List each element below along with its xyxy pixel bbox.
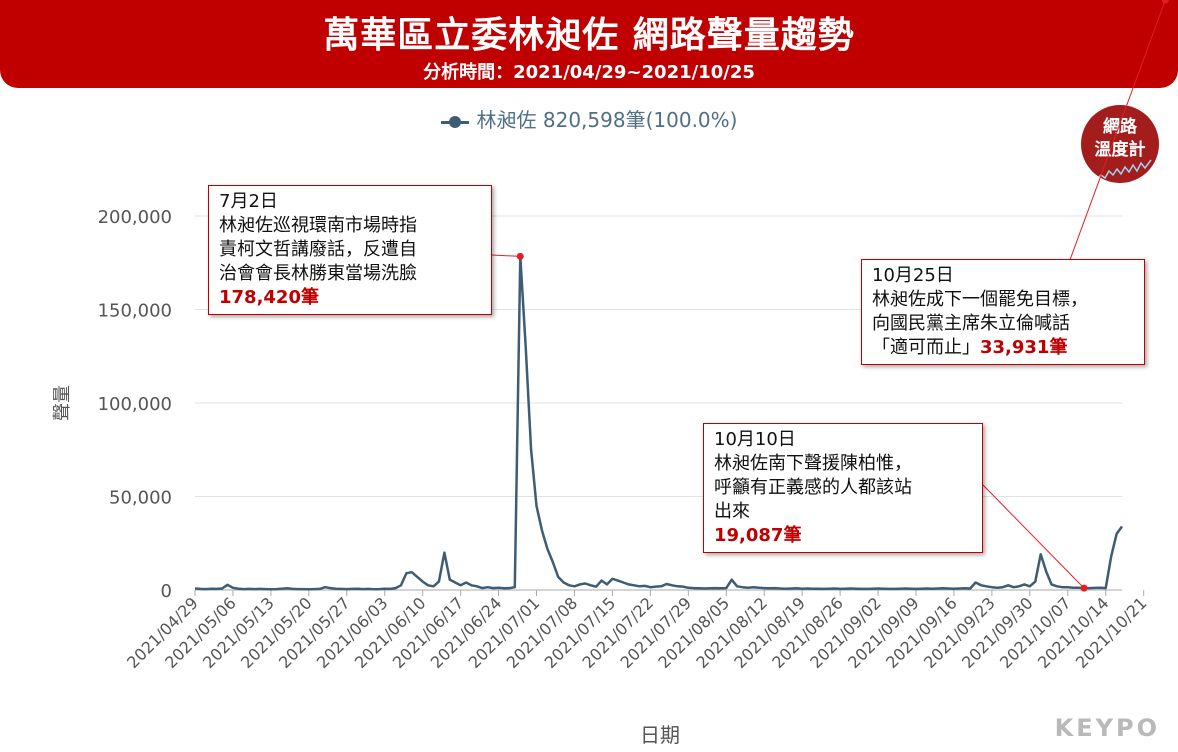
thermometer-badge: 網路 溫度計 [1081, 105, 1159, 183]
annotation-callout-1010: 10月10日 林昶佐南下聲援陳柏惟， 呼籲有正義感的人都該站 出來 19,087… [703, 423, 983, 553]
page-subtitle: 分析時間：2021/04/29~2021/10/25 [423, 62, 755, 83]
callout-text: 林昶佐巡視環南市場時指 責柯文哲講廢話，反遭自 治會會長林勝東當場洗臉 [219, 215, 417, 284]
y-tick-label: 150,000 [98, 301, 172, 322]
y-axis-label: 聲量 [52, 385, 73, 421]
y-tick-label: 0 [161, 581, 172, 602]
annotation-connector [982, 484, 1085, 589]
annotation-point [516, 252, 524, 260]
y-tick-label: 50,000 [109, 488, 172, 509]
callout-text: 林昶佐南下聲援陳柏惟， 呼籲有正義感的人都該站 出來 [714, 453, 912, 522]
legend-line-marker-icon [440, 115, 469, 129]
legend[interactable]: 林昶佐 820,598筆(100.0%) [0, 104, 1178, 133]
annotation-point [1080, 584, 1088, 592]
y-tick-label: 100,000 [98, 394, 172, 415]
callout-value: 178,420筆 [219, 287, 319, 308]
series-line-linchangzuo [194, 255, 1124, 591]
callout-date: 10月25日 [872, 265, 954, 286]
keypo-logo: KEYPO [1054, 714, 1160, 742]
y-tick-label: 200,000 [98, 207, 172, 228]
chart-axes: 050,000100,000150,000200,0002021/04/2920… [98, 207, 1151, 672]
badge-line2: 溫度計 [1094, 140, 1146, 160]
x-axis-label: 日期 [640, 723, 680, 747]
annotation-callout-0702: 7月2日 林昶佐巡視環南市場時指 責柯文哲講廢話，反遭自 治會會長林勝東當場洗臉… [208, 185, 492, 315]
callout-date: 7月2日 [219, 191, 278, 212]
callout-value: 33,931筆 [980, 337, 1068, 358]
page-title: 萬華區立委林昶佐 網路聲量趨勢 [323, 15, 855, 56]
badge-line1: 網路 [1103, 117, 1137, 137]
annotation-point [1161, 0, 1169, 4]
legend-label: 林昶佐 820,598筆(100.0%) [476, 108, 738, 132]
header-banner: 萬華區立委林昶佐 網路聲量趨勢 分析時間：2021/04/29~2021/10/… [0, 0, 1178, 88]
annotation-callout-1025: 10月25日 林昶佐成下一個罷免目標， 向國民黨主席朱立倫喊話 「適可而止」33… [861, 259, 1145, 365]
callout-value: 19,087筆 [714, 525, 802, 546]
trend-line-icon [1094, 159, 1152, 182]
annotation-points [516, 0, 1169, 592]
callout-date: 10月10日 [714, 429, 796, 450]
callout-text: 林昶佐成下一個罷免目標， 向國民黨主席朱立倫喊話 「適可而止」 [872, 289, 1088, 358]
annotation-connector [491, 254, 521, 257]
